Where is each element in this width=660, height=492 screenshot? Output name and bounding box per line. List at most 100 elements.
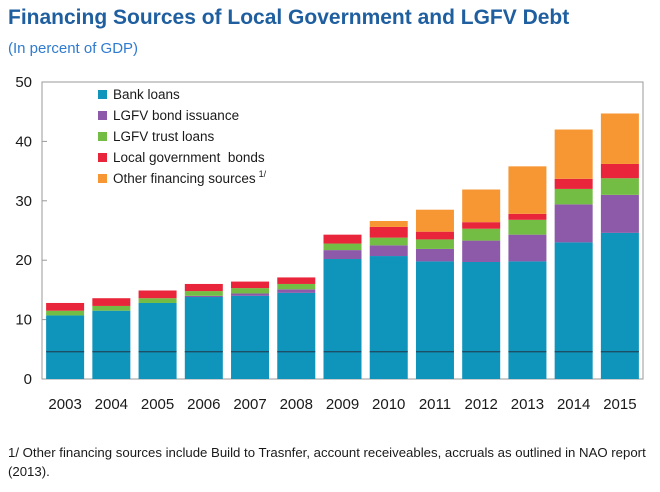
x-tick-label: 2014	[557, 396, 590, 413]
bar-segment	[323, 243, 362, 251]
legend-swatch	[98, 132, 107, 141]
bar-segment	[600, 178, 639, 195]
bar-segment	[415, 248, 454, 262]
bar-segment	[184, 291, 223, 296]
x-tick-label: 2013	[511, 396, 544, 413]
bar-segment	[600, 232, 639, 379]
bar-segment	[508, 261, 547, 379]
legend-swatch	[98, 90, 107, 99]
x-tick-label: 2004	[95, 396, 128, 413]
bar-segment	[554, 178, 593, 189]
bar-segment	[277, 277, 316, 284]
bar-segment	[184, 297, 223, 379]
bar-segment	[508, 213, 547, 220]
bar-segment	[92, 298, 131, 306]
bar-segment	[600, 113, 639, 164]
y-tick-label: 40	[15, 133, 32, 150]
bar-segment	[277, 292, 316, 379]
bar-segment	[92, 310, 131, 379]
bar-stack-2006	[184, 283, 223, 379]
bar-segment	[462, 261, 501, 379]
bar-stack-2011	[415, 209, 454, 379]
bar-stack-2004	[92, 298, 131, 379]
x-tick-label: 2010	[372, 396, 405, 413]
bar-segment	[46, 310, 85, 316]
x-axis: 2003 2004 2005 2006 2007 2008 2009 2010 2011 2012…	[48, 396, 636, 413]
bar-stack-2005	[138, 290, 177, 379]
legend-label: LGFV bond issuance	[113, 108, 239, 123]
bar-segment	[554, 188, 593, 205]
bar-segment	[231, 293, 270, 296]
bar-segment	[323, 259, 362, 379]
legend-superscript: 1/	[259, 169, 267, 179]
legend-label: Other financing sources 1/	[113, 169, 267, 186]
bar-segment	[277, 283, 316, 290]
bar-segment	[138, 302, 177, 379]
y-tick-label: 0	[24, 371, 32, 388]
bar-segment	[508, 166, 547, 214]
bar-segment	[600, 163, 639, 179]
bar-segment	[369, 220, 408, 227]
x-tick-label: 2006	[187, 396, 220, 413]
bar-segment	[462, 228, 501, 241]
bar-segment	[231, 295, 270, 379]
bar-segment	[92, 305, 131, 311]
bar-segment	[415, 231, 454, 240]
x-tick-label: 2009	[326, 396, 359, 413]
bar-segment	[231, 281, 270, 289]
x-tick-label: 2011	[419, 396, 451, 413]
bar-segment	[415, 209, 454, 232]
y-tick-label: 10	[15, 312, 32, 329]
bar-segment	[138, 290, 177, 299]
bar-stack-2014	[554, 129, 593, 379]
bar-segment	[369, 237, 408, 246]
legend: Bank loans LGFV bond issuance LGFV trust l…	[98, 87, 267, 186]
legend-swatch	[98, 153, 107, 162]
bar-stack-2015	[600, 113, 639, 379]
bar-segment	[554, 242, 593, 379]
x-tick-label: 2005	[141, 396, 174, 413]
bar-stack-2013	[508, 166, 547, 379]
bar-segment	[46, 315, 85, 379]
bars	[46, 113, 639, 379]
legend-swatch	[98, 174, 107, 183]
bar-stack-2008	[277, 277, 316, 379]
bar-segment	[277, 289, 316, 293]
y-tick-label: 30	[15, 193, 32, 210]
bar-segment	[415, 239, 454, 249]
bar-segment	[462, 222, 501, 229]
bar-segment	[462, 189, 501, 223]
y-tick-label: 50	[15, 74, 32, 91]
legend-label: Local government bonds	[113, 150, 265, 165]
bar-segment	[323, 250, 362, 260]
x-tick-label: 2012	[465, 396, 498, 413]
legend-label: Bank loans	[113, 87, 180, 102]
bar-segment	[462, 240, 501, 262]
bar-segment	[184, 295, 223, 298]
bar-stack-2003	[46, 302, 85, 379]
bar-stack-2009	[323, 234, 362, 379]
x-tick-label: 2007	[233, 396, 266, 413]
x-tick-label: 2015	[603, 396, 636, 413]
x-tick-label: 2008	[280, 396, 313, 413]
bar-segment	[46, 302, 85, 311]
bar-segment	[508, 234, 547, 262]
bar-segment	[415, 261, 454, 379]
bar-segment	[138, 298, 177, 303]
y-tick-label: 20	[15, 252, 32, 269]
bar-segment	[369, 245, 408, 257]
legend-label: LGFV trust loans	[113, 129, 215, 144]
bar-segment	[600, 194, 639, 233]
bar-segment	[554, 204, 593, 243]
bar-segment	[184, 283, 223, 292]
bar-segment	[369, 226, 408, 238]
stacked-bar-chart: 0 10 20 30 40 50 2003 2004 2005 2006 2007 2008 2009…	[15, 74, 644, 413]
bar-segment	[323, 234, 362, 244]
bar-segment	[231, 288, 270, 294]
footnote: 1/ Other financing sources include Build…	[8, 445, 646, 479]
bar-stack-2012	[462, 189, 501, 379]
y-axis: 0 10 20 30 40 50	[15, 74, 47, 388]
x-tick-label: 2003	[48, 396, 81, 413]
bar-segment	[554, 129, 593, 179]
bar-segment	[369, 256, 408, 379]
